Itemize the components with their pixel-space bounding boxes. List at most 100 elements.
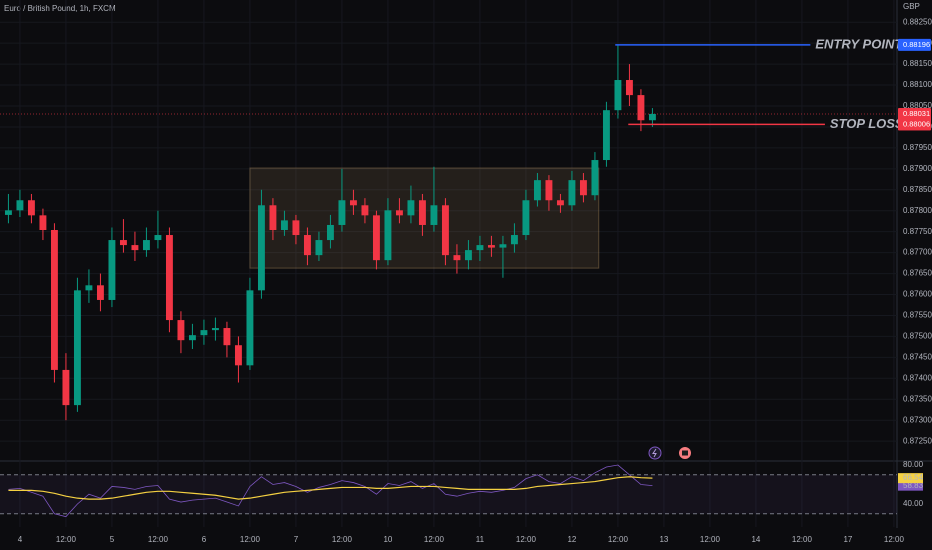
candle-body [119, 240, 127, 246]
candle-body [131, 245, 139, 251]
lightning-glyph [652, 448, 657, 458]
candle-body [154, 235, 162, 241]
x-tick-label: 12:00 [700, 535, 721, 544]
value-tag-label: 58.83 [903, 481, 924, 490]
x-tick-label: 12 [567, 535, 576, 544]
x-tick-label: 17 [843, 535, 852, 544]
y-tick-label: 0.87750 [903, 227, 932, 236]
candle-body [257, 205, 265, 291]
y-tick-label: 0.87400 [903, 373, 932, 382]
value-tag [898, 473, 923, 484]
candle-body [269, 205, 277, 230]
event-icons[interactable] [648, 446, 691, 460]
y-tick-label: 0.87500 [903, 332, 932, 341]
y-tick-label: 0.88250 [903, 17, 932, 26]
candle-body [165, 235, 173, 321]
candle-body [96, 285, 104, 300]
candle-body [372, 215, 380, 261]
candle-body [223, 328, 231, 346]
candle-body [487, 245, 495, 248]
candle-body [39, 215, 47, 230]
candle-body [4, 210, 12, 215]
price-tag [898, 118, 931, 131]
y-tick-label: 0.87550 [903, 311, 932, 320]
y-tick-label: 0.87250 [903, 436, 932, 445]
annotation-label: ENTRY POINT [815, 36, 903, 51]
candle-body [303, 235, 311, 256]
candle-body [50, 230, 58, 370]
candle-body [349, 200, 357, 206]
x-tick-label: 12:00 [884, 535, 905, 544]
candle-body [234, 345, 242, 366]
value-tag [898, 480, 923, 491]
value-tag-label: 66.54 [903, 473, 924, 482]
event-glyph [682, 450, 688, 456]
candle-body [108, 240, 116, 300]
candle-body [407, 200, 415, 216]
candle-body [522, 200, 530, 236]
y-tick-label: 0.87650 [903, 269, 932, 278]
candle-body [648, 113, 656, 121]
y-tick-label: 0.87700 [903, 248, 932, 257]
candle-body [73, 290, 81, 406]
candle-body [395, 210, 403, 216]
band-fill [0, 474, 897, 514]
candle-body [361, 205, 369, 216]
candle-body [499, 244, 507, 248]
candle-body [315, 240, 323, 256]
x-tick-label: 12:00 [608, 535, 629, 544]
candle-body [625, 80, 633, 96]
candle-body [556, 200, 564, 206]
candle-body [200, 330, 208, 336]
x-tick-label: 13 [659, 535, 668, 544]
candle-body [211, 328, 219, 331]
x-tick-label: 7 [294, 535, 299, 544]
y-tick-label: 0.87600 [903, 290, 932, 299]
candle-body [384, 210, 392, 261]
y-tick-label: 0.87450 [903, 352, 932, 361]
candle-body [533, 180, 541, 201]
x-tick-label: 10 [383, 535, 392, 544]
y-tick-label: 40.00 [903, 499, 924, 508]
candle-body [85, 285, 93, 291]
candle-body [246, 290, 254, 366]
x-tick-label: 6 [202, 535, 207, 544]
y-tick-label: 0.88050 [903, 101, 932, 110]
x-tick-label: 12:00 [332, 535, 353, 544]
candle-body [292, 220, 300, 236]
chart-title: Euro / British Pound, 1h, FXCM [4, 4, 116, 13]
x-tick-label: 14 [751, 535, 760, 544]
x-tick-label: 5 [110, 535, 115, 544]
candle-body [568, 180, 576, 206]
x-tick-label: 12:00 [424, 535, 445, 544]
candle-body [453, 255, 461, 261]
candle-body [142, 240, 150, 251]
candle-body [637, 95, 645, 121]
y-tick-label: 0.87800 [903, 206, 932, 215]
x-tick-label: 12:00 [148, 535, 169, 544]
x-tick-label: 12:00 [516, 535, 537, 544]
candle-body [62, 369, 70, 406]
candle-body [614, 80, 622, 111]
annotation-label: STOP LOSS [830, 116, 904, 131]
candle-body [418, 200, 426, 225]
indicator-line [8, 464, 653, 518]
candle-body [188, 335, 196, 341]
candle-body [430, 205, 438, 225]
x-tick-label: 12:00 [240, 535, 261, 544]
y-tick-label: 0.88150 [903, 59, 932, 68]
candle-body [579, 180, 587, 196]
indicator-line [8, 476, 653, 500]
candle-body [27, 200, 35, 216]
y-tick-label: 0.87850 [903, 185, 932, 194]
y-tick-label: 0.87300 [903, 415, 932, 424]
candle-body [476, 245, 484, 251]
candle-body [545, 180, 553, 201]
x-tick-label: 11 [476, 535, 485, 544]
candle-body [591, 160, 599, 196]
price-tag-label: 0.88196 [903, 40, 930, 49]
candle-body [326, 224, 334, 241]
x-tick-label: 4 [18, 535, 23, 544]
